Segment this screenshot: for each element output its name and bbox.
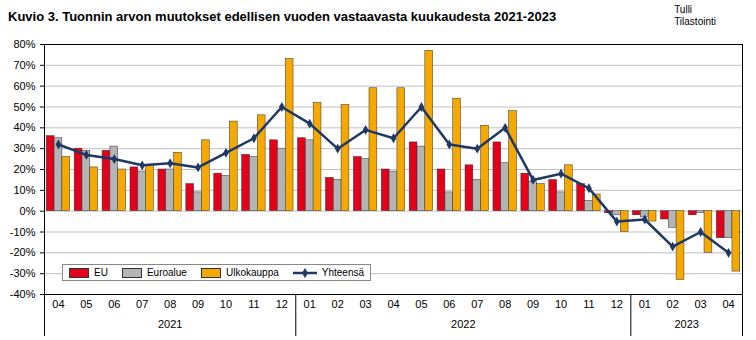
html-text:Yhteensä: Yhteensä (321, 267, 364, 278)
svg-text:04: 04 (722, 298, 734, 310)
svg-text:30%: 30% (13, 142, 35, 154)
svg-text:08: 08 (164, 298, 176, 310)
svg-text:02: 02 (332, 298, 344, 310)
html-text:Tulli: Tulli (674, 4, 693, 15)
svg-text:03: 03 (359, 298, 371, 310)
svg-text:07: 07 (471, 298, 483, 310)
svg-text:11: 11 (583, 298, 594, 310)
svg-text:05: 05 (415, 298, 427, 310)
svg-text:04: 04 (52, 298, 64, 310)
svg-text:06: 06 (108, 298, 120, 310)
svg-text:12: 12 (611, 298, 623, 310)
svg-text:20%: 20% (13, 163, 35, 175)
svg-text:10: 10 (220, 298, 232, 310)
svg-text:01: 01 (304, 298, 316, 310)
svg-text:09: 09 (192, 298, 204, 310)
svg-text:70%: 70% (13, 59, 35, 71)
svg-text:12: 12 (276, 298, 288, 310)
svg-text:07: 07 (136, 298, 148, 310)
svg-text:04: 04 (387, 298, 399, 310)
svg-text:-10%: -10% (10, 226, 36, 238)
svg-text:11: 11 (248, 298, 259, 310)
svg-text:60%: 60% (13, 80, 35, 92)
html-text:Tilastointi: Tilastointi (674, 16, 716, 27)
html-text:EU: EU (94, 267, 108, 278)
svg-text:-40%: -40% (10, 288, 36, 300)
svg-text:2021: 2021 (158, 318, 182, 330)
html-text:Euroalue: Euroalue (146, 267, 187, 278)
svg-text:-20%: -20% (10, 246, 36, 258)
svg-text:2023: 2023 (674, 318, 698, 330)
svg-text:09: 09 (527, 298, 539, 310)
html-text:Ulkokauppa: Ulkokauppa (225, 267, 279, 278)
svg-text:03: 03 (694, 298, 706, 310)
svg-text:80%: 80% (13, 38, 35, 50)
svg-text:01: 01 (639, 298, 651, 310)
html-text:Kuvio 3. Tuonnin arvon muutoks: Kuvio 3. Tuonnin arvon muutokset edellis… (8, 9, 557, 24)
svg-text:10: 10 (555, 298, 567, 310)
svg-text:05: 05 (80, 298, 92, 310)
svg-text:40%: 40% (13, 121, 35, 133)
svg-text:50%: 50% (13, 101, 35, 113)
svg-text:0%: 0% (20, 205, 36, 217)
svg-text:-30%: -30% (10, 267, 36, 279)
svg-text:08: 08 (499, 298, 511, 310)
svg-text:10%: 10% (13, 184, 35, 196)
svg-text:02: 02 (667, 298, 679, 310)
svg-text:06: 06 (443, 298, 455, 310)
svg-text:2022: 2022 (451, 318, 475, 330)
